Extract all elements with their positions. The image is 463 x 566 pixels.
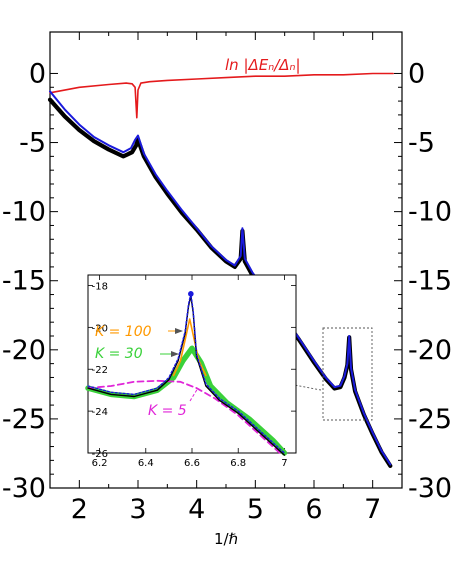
y-tick-label-left: 0	[29, 58, 46, 89]
zoom-region-box	[322, 327, 373, 421]
red-curve-label: ln |ΔEₙ/Δₙ|	[225, 56, 301, 74]
y-tick-label-right: -15	[408, 266, 452, 297]
x-axis-label: 1/ℏ	[214, 530, 238, 548]
inset-x-tick-label: 7	[281, 458, 287, 469]
label-k30: K = 30	[95, 346, 143, 362]
series-red-line	[49, 72, 395, 119]
inset-x-tick-label: 6.8	[230, 458, 246, 469]
inset-blue-peak-marker	[188, 291, 194, 297]
inset-x-tick-label: 6.4	[138, 458, 154, 469]
y-tick-label-left: -15	[2, 266, 46, 297]
label-k5: K = 5	[148, 403, 187, 419]
y-tick-label-right: -10	[408, 197, 452, 228]
inset-series-black-line	[87, 295, 286, 456]
y-tick-label-left: -5	[19, 128, 46, 159]
x-tick-label: 5	[247, 494, 264, 525]
x-tick-label: 7	[364, 494, 381, 525]
y-tick-label-right: 0	[408, 58, 425, 89]
inset-y-tick-label: -18	[92, 281, 108, 292]
label-k5-arrow	[189, 387, 199, 402]
inset-x-tick-label: 6.6	[184, 458, 200, 469]
inset-y-tick-label: -22	[92, 365, 108, 376]
x-tick-label: 4	[188, 494, 205, 525]
x-tick-label: 6	[305, 494, 322, 525]
inset-y-tick-label: -20	[92, 323, 108, 334]
y-tick-label-left: -10	[2, 197, 46, 228]
y-tick-label-right: -25	[408, 404, 452, 435]
inset-series-magenta-line	[87, 379, 281, 454]
y-tick-label-left: -25	[2, 404, 46, 435]
y-tick-label-right: -20	[408, 335, 452, 366]
x-tick-label: 3	[129, 494, 146, 525]
x-tick-label: 2	[71, 494, 88, 525]
y-tick-label-right: -5	[408, 128, 435, 159]
y-tick-label-left: -20	[2, 335, 46, 366]
inset-y-tick-label: -26	[92, 449, 108, 460]
inset-series-blue-line	[87, 293, 286, 454]
y-tick-label-right: -30	[408, 473, 452, 504]
inset-x-tick-label: 6.2	[92, 458, 108, 469]
inset-y-tick-label: -24	[92, 407, 108, 418]
label-k100: K = 100	[95, 324, 152, 340]
series-blue-line	[49, 90, 392, 466]
y-tick-label-left: -30	[2, 473, 46, 504]
